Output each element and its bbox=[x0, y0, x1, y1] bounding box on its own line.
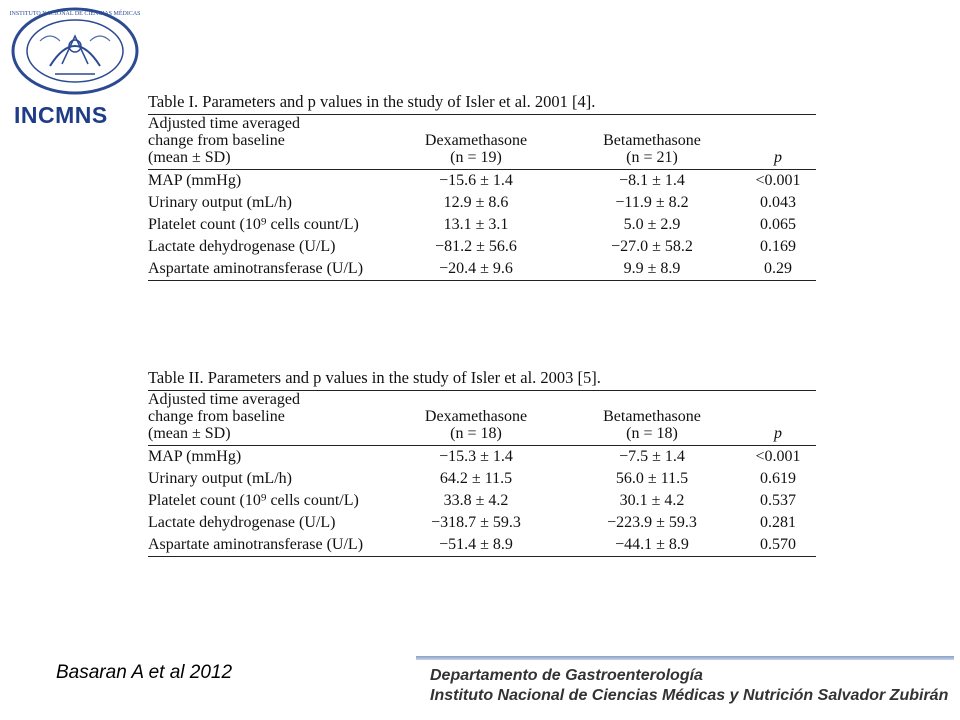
p-cell: 0.29 bbox=[764, 260, 792, 277]
dex-cell: 33.8 ± 4.2 bbox=[443, 492, 509, 509]
p-cell: 0.570 bbox=[760, 536, 796, 553]
param-cell: Platelet count (10⁹ cells count/L) bbox=[148, 216, 359, 233]
p-cell: 0.043 bbox=[760, 194, 796, 211]
param-cell: MAP (mmHg) bbox=[148, 448, 242, 465]
table-2: Table II. Parameters and p values in the… bbox=[148, 368, 816, 557]
table-row: Lactate dehydrogenase (U/L) −81.2 ± 56.6… bbox=[148, 236, 816, 258]
table-2-header-row: Adjusted time averaged change from basel… bbox=[148, 391, 816, 446]
p-cell: 0.537 bbox=[760, 492, 796, 509]
table-row: Platelet count (10⁹ cells count/L) 33.8 … bbox=[148, 490, 816, 512]
p-cell: 0.065 bbox=[760, 216, 796, 233]
p-cell: <0.001 bbox=[755, 172, 801, 189]
department-name: Departamento de Gastroenterología bbox=[430, 667, 703, 684]
institute-name: Instituto Nacional de Ciencias Médicas y… bbox=[430, 687, 949, 704]
table-1: Table I. Parameters and p values in the … bbox=[148, 92, 816, 281]
beta-cell: −8.1 ± 1.4 bbox=[619, 172, 685, 189]
p-cell: 0.619 bbox=[760, 470, 796, 487]
dexamethasone-column-header: Dexamethasone (n = 18) bbox=[424, 408, 528, 442]
svg-text:INSTITUTO NACIONAL DE CIENCIAS: INSTITUTO NACIONAL DE CIENCIAS MÉDICAS bbox=[10, 9, 140, 17]
dex-cell: −20.4 ± 9.6 bbox=[439, 260, 513, 277]
table-1-caption: Table I. Parameters and p values in the … bbox=[148, 92, 816, 115]
param-column-header: Adjusted time averaged change from basel… bbox=[148, 115, 300, 166]
incmns-logo: INSTITUTO NACIONAL DE CIENCIAS MÉDICAS I… bbox=[8, 6, 142, 128]
dex-cell: −15.3 ± 1.4 bbox=[439, 448, 513, 465]
table-row: Urinary output (mL/h) 12.9 ± 8.6 −11.9 ±… bbox=[148, 192, 816, 214]
dex-cell: 13.1 ± 3.1 bbox=[443, 216, 509, 233]
beta-cell: −11.9 ± 8.2 bbox=[615, 194, 689, 211]
table-row: MAP (mmHg) −15.6 ± 1.4 −8.1 ± 1.4 <0.001 bbox=[148, 170, 816, 193]
dex-cell: −15.6 ± 1.4 bbox=[439, 172, 513, 189]
beta-cell: 9.9 ± 8.9 bbox=[623, 260, 681, 277]
param-cell: MAP (mmHg) bbox=[148, 172, 242, 189]
beta-cell: −44.1 ± 8.9 bbox=[615, 536, 689, 553]
param-cell: Lactate dehydrogenase (U/L) bbox=[148, 514, 336, 531]
p-column-header: p bbox=[774, 149, 782, 166]
table-row: Aspartate aminotransferase (U/L) −20.4 ±… bbox=[148, 258, 816, 281]
dexamethasone-column-header: Dexamethasone (n = 19) bbox=[424, 132, 528, 166]
logo-text: INCMNS bbox=[14, 102, 108, 128]
param-cell: Urinary output (mL/h) bbox=[148, 470, 292, 487]
param-cell: Lactate dehydrogenase (U/L) bbox=[148, 238, 336, 255]
dex-cell: −81.2 ± 56.6 bbox=[435, 238, 517, 255]
beta-cell: 56.0 ± 11.5 bbox=[615, 470, 689, 487]
table-1-grid: Adjusted time averaged change from basel… bbox=[148, 115, 816, 281]
table-row: Urinary output (mL/h) 64.2 ± 11.5 56.0 ±… bbox=[148, 468, 816, 490]
dex-cell: 64.2 ± 11.5 bbox=[439, 470, 513, 487]
param-cell: Platelet count (10⁹ cells count/L) bbox=[148, 492, 359, 509]
p-cell: <0.001 bbox=[755, 448, 801, 465]
table-2-grid: Adjusted time averaged change from basel… bbox=[148, 391, 816, 557]
p-cell: 0.281 bbox=[760, 514, 796, 531]
p-column-header: p bbox=[774, 425, 782, 442]
beta-cell: 30.1 ± 4.2 bbox=[619, 492, 685, 509]
param-column-header: Adjusted time averaged change from basel… bbox=[148, 391, 300, 442]
table-1-header-row: Adjusted time averaged change from basel… bbox=[148, 115, 816, 170]
beta-cell: 5.0 ± 2.9 bbox=[623, 216, 681, 233]
param-cell: Urinary output (mL/h) bbox=[148, 194, 292, 211]
dex-cell: 12.9 ± 8.6 bbox=[443, 194, 509, 211]
beta-cell: −27.0 ± 58.2 bbox=[611, 238, 693, 255]
p-cell: 0.169 bbox=[760, 238, 796, 255]
betamethasone-column-header: Betamethasone (n = 21) bbox=[603, 132, 701, 166]
footer-divider bbox=[416, 656, 954, 660]
table-2-caption: Table II. Parameters and p values in the… bbox=[148, 368, 816, 391]
beta-cell: −7.5 ± 1.4 bbox=[619, 448, 685, 465]
table-row: Platelet count (10⁹ cells count/L) 13.1 … bbox=[148, 214, 816, 236]
betamethasone-column-header: Betamethasone (n = 18) bbox=[603, 408, 701, 442]
department-block: Departamento de Gastroenterología Instit… bbox=[430, 666, 948, 706]
param-cell: Aspartate aminotransferase (U/L) bbox=[148, 536, 364, 553]
institution-seal-icon: INSTITUTO NACIONAL DE CIENCIAS MÉDICAS bbox=[10, 7, 140, 95]
dex-cell: −51.4 ± 8.9 bbox=[439, 536, 513, 553]
table-row: MAP (mmHg) −15.3 ± 1.4 −7.5 ± 1.4 <0.001 bbox=[148, 446, 816, 469]
table-row: Aspartate aminotransferase (U/L) −51.4 ±… bbox=[148, 534, 816, 557]
beta-cell: −223.9 ± 59.3 bbox=[607, 514, 697, 531]
dex-cell: −318.7 ± 59.3 bbox=[431, 514, 521, 531]
table-row: Lactate dehydrogenase (U/L) −318.7 ± 59.… bbox=[148, 512, 816, 534]
citation: Basaran A et al 2012 bbox=[56, 662, 233, 683]
param-cell: Aspartate aminotransferase (U/L) bbox=[148, 260, 364, 277]
